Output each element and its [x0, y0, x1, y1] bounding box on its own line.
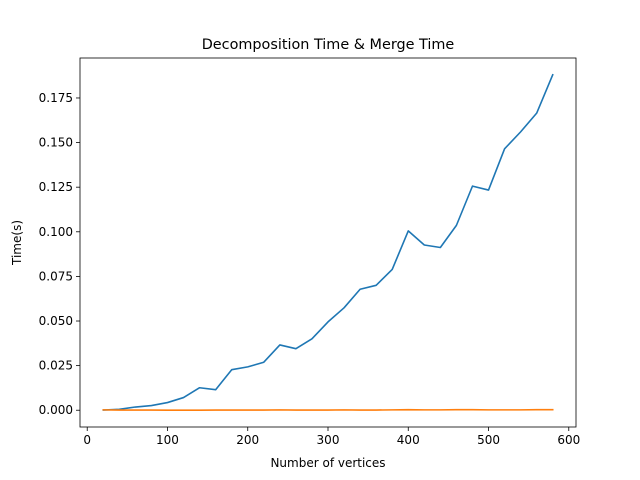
y-tick-label: 0.025: [39, 359, 73, 373]
y-tick-label: 0.175: [39, 91, 73, 105]
y-tick-label: 0.000: [39, 403, 73, 417]
x-tick-label: 100: [156, 433, 179, 447]
x-tick-label: 0: [83, 433, 91, 447]
x-tick-label: 300: [317, 433, 340, 447]
x-axis-label: Number of vertices: [270, 456, 385, 470]
x-tick-label: 600: [557, 433, 580, 447]
axis-ticks: 0 100 200 300 400 500 600 0.000 0.025 0.050 0.075 0…: [39, 91, 581, 447]
x-tick-label: 500: [477, 433, 500, 447]
y-tick-label: 0.050: [39, 314, 73, 328]
y-tick-label: 0.075: [39, 269, 73, 283]
series-line-1: [102, 73, 554, 411]
x-tick-label: 400: [397, 433, 420, 447]
plot-area: [102, 73, 554, 412]
series-line-2: [102, 408, 554, 412]
y-tick-label: 0.100: [39, 225, 73, 239]
plot-frame: [79, 57, 577, 428]
y-tick-label: 0.150: [39, 136, 73, 150]
y-axis-label: Time(s): [10, 220, 24, 266]
x-tick-label: 200: [236, 433, 259, 447]
y-tick-label: 0.125: [39, 180, 73, 194]
chart-title: Decomposition Time & Merge Time: [202, 37, 455, 53]
